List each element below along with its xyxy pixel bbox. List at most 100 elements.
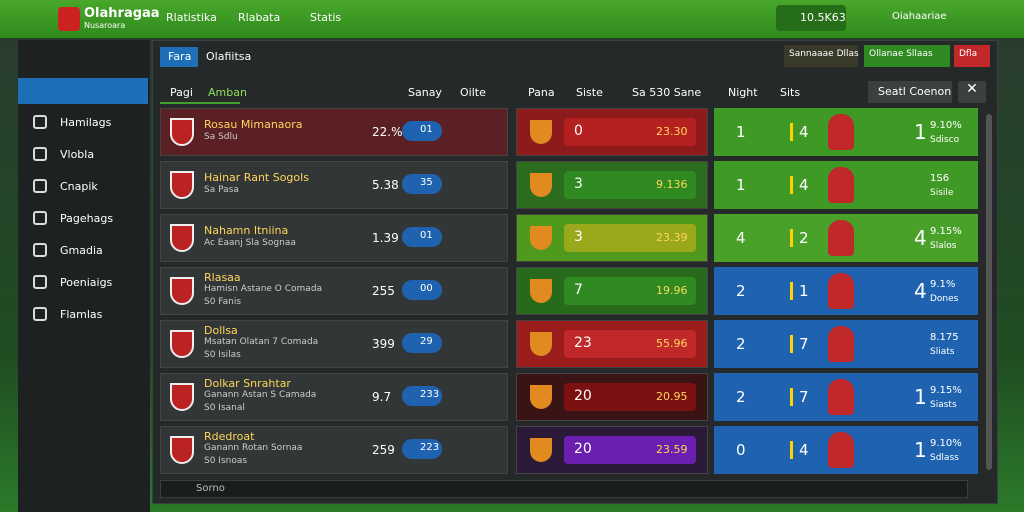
column-header[interactable]: Oilte — [460, 86, 486, 99]
close-button: ✕ — [958, 81, 986, 103]
pill-value: 23.30 — [656, 125, 688, 138]
pill — [564, 383, 696, 411]
team-crest — [170, 224, 194, 252]
button[interactable]: Sannaaae Dllas — [784, 45, 859, 67]
pill — [564, 171, 696, 199]
team-sub: Ac Eaanj Sla Sognaa — [204, 238, 296, 248]
badge: 35 — [402, 174, 442, 194]
coins: 10.5K63 — [800, 11, 846, 24]
team-crest — [170, 171, 194, 199]
column-header[interactable]: Sits — [780, 86, 801, 99]
button[interactable]: Dfla — [954, 45, 990, 67]
right-pct: 9.1% — [930, 279, 956, 290]
right-b: 4 — [790, 123, 809, 141]
mid-crest — [530, 438, 552, 462]
team-sub: S0 Isnoas — [204, 456, 248, 466]
sidebar-item[interactable]: Cnapik — [60, 180, 98, 193]
button[interactable]: Ollanae Sllaas — [864, 45, 950, 67]
right-a: 2 — [736, 335, 746, 353]
row-card — [160, 373, 508, 421]
team-name: Rosau Mimanaora — [204, 118, 303, 131]
row-card — [160, 161, 508, 209]
player — [828, 220, 854, 256]
mid-value: 23 — [574, 335, 592, 351]
action-button[interactable]: Seatl Coenon — [868, 81, 952, 103]
score: 9.7 — [372, 390, 392, 404]
mid-value: 3 — [574, 176, 583, 192]
column-header[interactable]: Pagi — [170, 86, 193, 99]
pill — [564, 277, 696, 305]
sidebar-icon — [33, 179, 47, 193]
mid-value: 20 — [574, 441, 592, 457]
column-header[interactable]: Siste — [576, 86, 603, 99]
pill-value: 20.95 — [656, 390, 688, 403]
right-pct: 9.10% — [930, 438, 962, 449]
score: 1.39 — [372, 231, 399, 245]
column-header[interactable]: Amban — [208, 86, 247, 99]
score: 5.38 — [372, 178, 399, 192]
pill-value: 19.96 — [656, 284, 688, 297]
row-card — [160, 108, 508, 156]
score: 259 — [372, 443, 395, 457]
mid-crest — [530, 173, 552, 197]
team-name: Rdedroat — [204, 430, 255, 443]
sidebar-icon — [33, 243, 47, 257]
underline — [160, 102, 240, 104]
nav-item[interactable]: Rlatistika — [166, 11, 217, 24]
column-header[interactable]: Pana — [528, 86, 555, 99]
sidebar-item[interactable]: Flamlas — [60, 308, 103, 321]
score: 22.% — [372, 125, 403, 139]
team-name: Rlasaa — [204, 271, 241, 284]
sidebar-item[interactable]: Vlobla — [60, 148, 95, 161]
sidebar-icon — [33, 275, 47, 289]
player — [828, 379, 854, 415]
badge: 29 — [402, 333, 442, 353]
sidebar-icon — [33, 307, 47, 321]
team-sub: Ganann Astan S Camada — [204, 390, 317, 400]
sidebar-item[interactable]: Poeniaigs — [60, 276, 113, 289]
panel-title: Olafiitsa — [206, 50, 252, 63]
right-b: 4 — [790, 441, 809, 459]
tab[interactable]: Fara — [160, 47, 198, 67]
nav-item[interactable]: Rlabata — [238, 11, 281, 24]
sidebar-item[interactable]: Gmadia — [60, 244, 103, 257]
sidebar-icon — [33, 147, 47, 161]
right-pct: 9.15% — [930, 385, 962, 396]
score: 255 — [372, 284, 395, 298]
team-crest — [170, 330, 194, 358]
sidebar-item[interactable]: Hamilags — [60, 116, 112, 129]
coins-box — [776, 5, 846, 31]
pill-value: 23.39 — [656, 231, 688, 244]
team-name: Dollsa — [204, 324, 238, 337]
nav-item[interactable]: Statis — [310, 11, 342, 24]
right-a: 2 — [736, 388, 746, 406]
team-name: Hainar Rant Sogols — [204, 171, 309, 184]
pill-value: 23.59 — [656, 443, 688, 456]
team-sub: Hamisn Astane O Comada — [204, 284, 323, 294]
mid-value: 7 — [574, 282, 583, 298]
scrollbar — [986, 114, 992, 470]
player — [828, 167, 854, 203]
top-bar — [0, 0, 1024, 38]
player — [828, 273, 854, 309]
user[interactable]: Oiahaariae — [892, 11, 947, 22]
right-a: 0 — [736, 441, 746, 459]
mid-value: 3 — [574, 229, 583, 245]
pill — [564, 330, 696, 358]
right-tag: Slalos — [930, 241, 957, 251]
column-header[interactable]: Sa 530 Sane — [632, 86, 702, 99]
right-pct: 9.15% — [930, 226, 962, 237]
right-b: 4 — [790, 176, 809, 194]
column-header[interactable]: Sanay — [408, 86, 442, 99]
column-header[interactable]: Night — [728, 86, 758, 99]
search[interactable]: Sorno — [196, 483, 225, 494]
player — [828, 432, 854, 468]
team-sub: Sa Sdlu — [204, 132, 238, 142]
team-sub: S0 Fanis — [204, 297, 242, 307]
right-tag: Sisile — [930, 188, 954, 198]
right-big: 1 — [914, 120, 927, 144]
sidebar-item[interactable]: Pagehags — [60, 212, 114, 225]
badge: 01 — [402, 227, 442, 247]
badge: 233 — [402, 386, 442, 406]
